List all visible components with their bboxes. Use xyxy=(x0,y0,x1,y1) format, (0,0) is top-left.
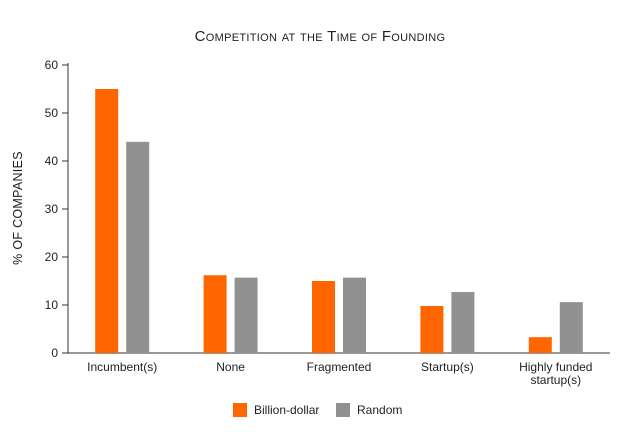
bar-billion-dollar-2 xyxy=(312,281,335,353)
x-tick-label: None xyxy=(216,360,245,374)
y-tick-label: 0 xyxy=(51,346,58,360)
bar-random-3 xyxy=(451,292,475,353)
y-ticks: 0 10 20 30 40 50 60 xyxy=(45,58,68,360)
x-tick-label: Startup(s) xyxy=(421,360,474,374)
bar-billion-dollar-0 xyxy=(95,89,119,353)
bar-random-1 xyxy=(234,277,258,353)
chart-title: Competition at the Time of Founding xyxy=(195,28,446,45)
legend: Billion-dollar Random xyxy=(233,403,402,417)
axes xyxy=(67,63,610,354)
y-tick-label: 10 xyxy=(45,298,59,312)
y-axis-label: % OF COMPANIES xyxy=(11,151,25,265)
x-tick-label: Incumbent(s) xyxy=(87,360,157,374)
bar-random-2 xyxy=(343,277,366,353)
y-tick-label: 50 xyxy=(45,106,59,120)
x-tick-label: startup(s) xyxy=(530,373,581,387)
legend-swatch-billion-dollar xyxy=(233,403,247,417)
legend-label-random: Random xyxy=(357,403,402,417)
bar-billion-dollar-1 xyxy=(203,275,227,353)
x-tick-label: Fragmented xyxy=(307,360,372,374)
bar-random-4 xyxy=(559,302,583,353)
x-tick-label: Highly funded xyxy=(519,360,592,374)
y-tick-label: 60 xyxy=(45,58,59,72)
legend-swatch-random xyxy=(336,403,350,417)
bar-billion-dollar-3 xyxy=(420,305,444,353)
legend-label-billion-dollar: Billion-dollar xyxy=(254,403,319,417)
bar-billion-dollar-4 xyxy=(528,337,552,353)
y-tick-label: 30 xyxy=(45,202,59,216)
y-tick-label: 20 xyxy=(45,250,59,264)
bars xyxy=(95,89,583,353)
bar-random-0 xyxy=(126,141,150,353)
x-tick-labels: Incumbent(s) None Fragmented Startup(s) High… xyxy=(87,360,592,387)
y-tick-label: 40 xyxy=(45,154,59,168)
